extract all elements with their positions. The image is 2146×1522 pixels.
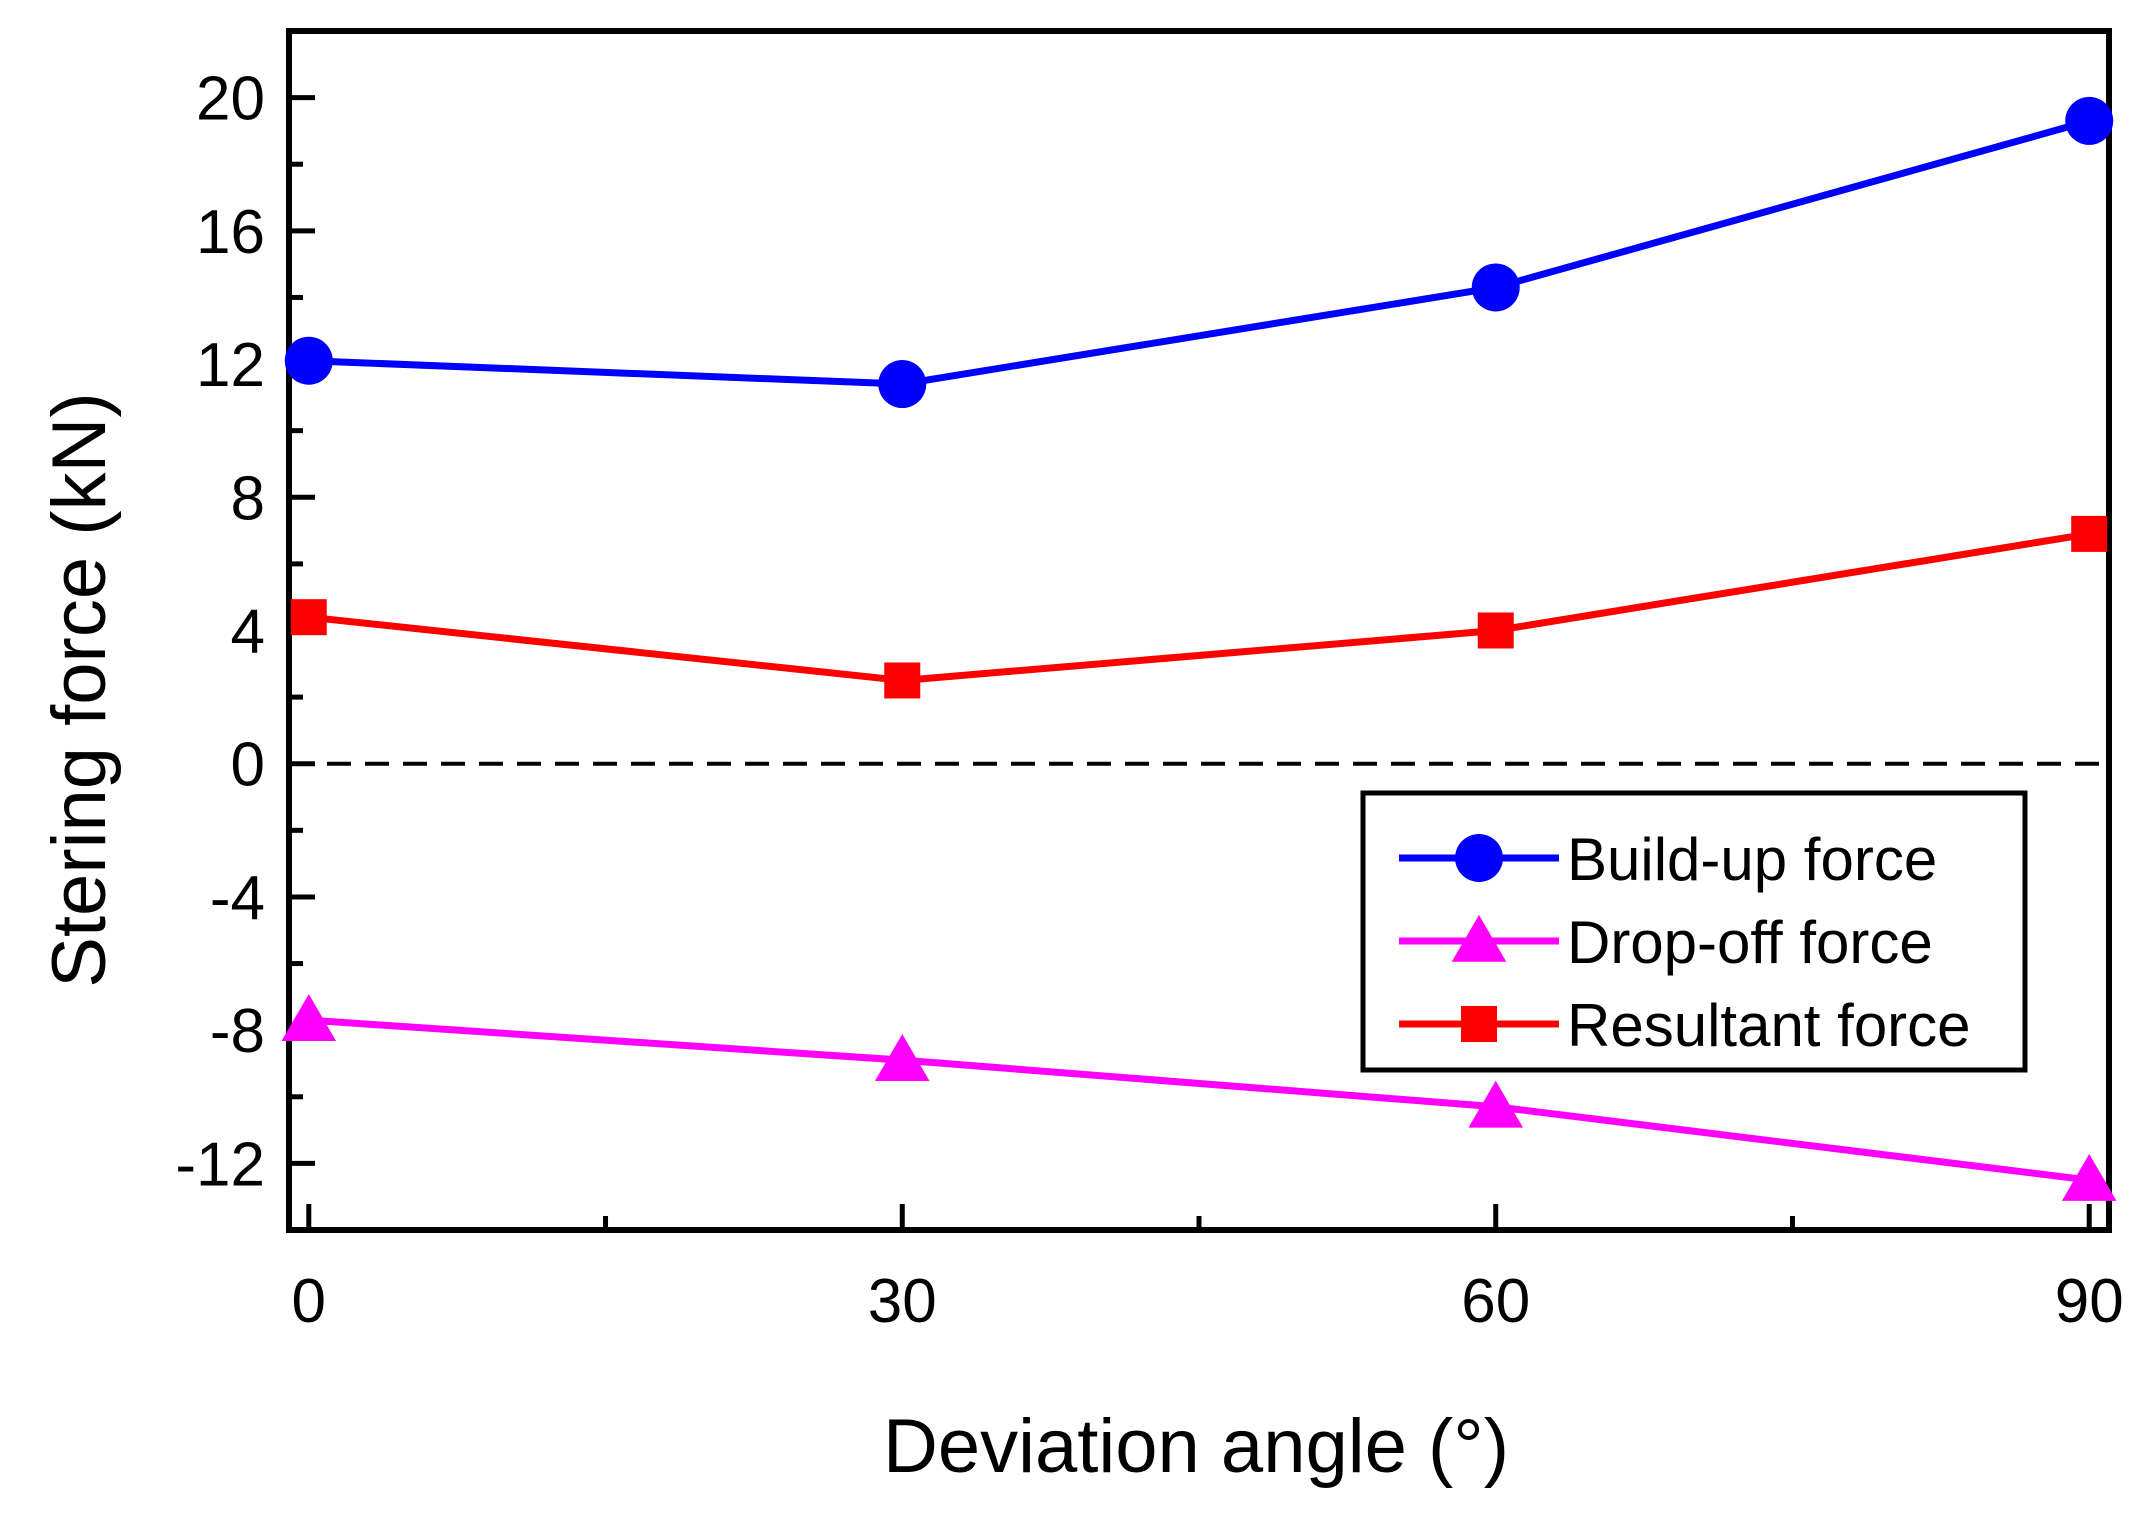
y-tick-label: 20	[196, 65, 265, 134]
y-tick-label: 8	[231, 464, 265, 533]
data-point	[1477, 612, 1514, 649]
x-axis-title: Deviation angle (°)	[883, 1404, 1509, 1489]
series-line	[308, 117, 2091, 388]
x-tick-label: 90	[2055, 1267, 2124, 1336]
axes: -12 -8 -4 0 4 8 12 16 20 0 30 60 90	[175, 28, 2124, 1336]
series-line	[308, 1016, 2090, 1184]
legend-marker	[1455, 834, 1503, 882]
data-point	[284, 336, 333, 385]
x-tick-label: 30	[868, 1267, 937, 1336]
data-point	[2071, 515, 2108, 552]
x-tick-label: 0	[292, 1267, 326, 1336]
data-point	[290, 599, 327, 636]
legend-label: Resultant force	[1567, 992, 1971, 1059]
y-axis-title: Stering force (kN)	[37, 392, 122, 988]
y-tick-label: 0	[231, 731, 265, 800]
legend-label: Drop-off force	[1567, 909, 1933, 976]
y-tick-label: 4	[231, 598, 265, 667]
series-resultant-force	[290, 515, 2108, 699]
series-line	[308, 530, 2090, 684]
data-point	[884, 662, 921, 699]
legend-marker	[1451, 915, 1507, 962]
legend-marker	[1461, 1006, 1497, 1042]
data-point	[874, 1034, 930, 1081]
series-build-up-force	[284, 96, 2114, 409]
y-tick-label: 12	[196, 331, 265, 400]
data-point	[878, 360, 927, 409]
series-layer	[281, 96, 2117, 1201]
x-tick-label: 60	[1461, 1267, 1530, 1336]
y-tick-label: 16	[196, 198, 265, 267]
y-tick-label: -8	[210, 997, 265, 1066]
y-tick-label: -12	[175, 1130, 265, 1199]
data-point	[281, 994, 337, 1041]
legend: Build-up force Drop-off force Resultant fo…	[1360, 790, 2028, 1073]
data-point	[2061, 1154, 2117, 1201]
series-drop-off-force	[281, 994, 2117, 1201]
legend-label: Build-up force	[1567, 826, 1937, 893]
data-point	[2065, 96, 2114, 145]
data-point	[1471, 263, 1520, 312]
y-tick-label: -4	[210, 864, 265, 933]
data-point	[1468, 1080, 1524, 1128]
